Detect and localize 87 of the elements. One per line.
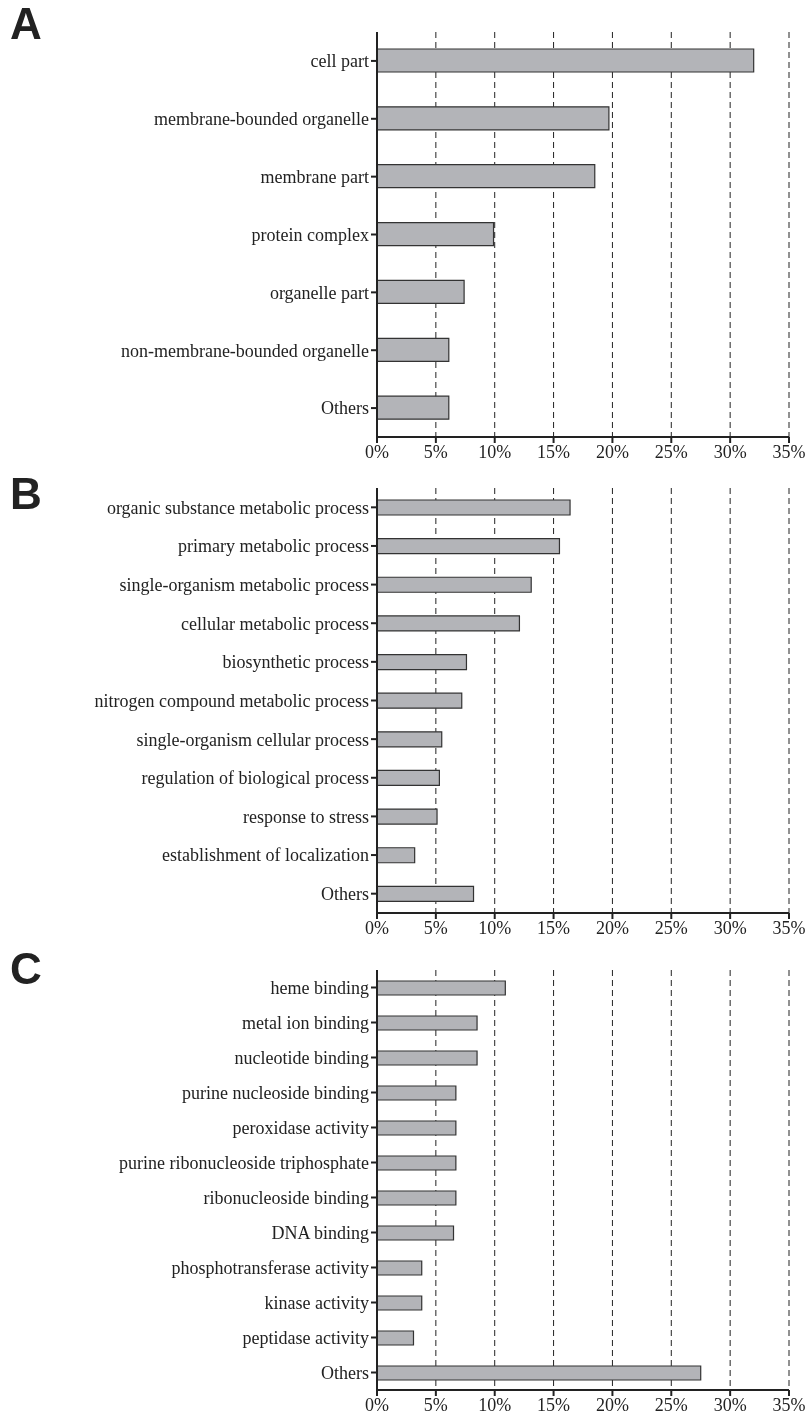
x-tick-label: 15%: [537, 1394, 571, 1415]
x-tick-label: 35%: [772, 441, 806, 462]
x-tick-label: 25%: [654, 1394, 688, 1415]
y-tick-label: single-organism cellular process: [136, 729, 369, 750]
y-tick-label: nucleotide binding: [234, 1047, 369, 1068]
y-tick-label: establishment of localization: [162, 845, 369, 866]
y-tick-label: Others: [321, 398, 369, 419]
bar: [377, 1295, 423, 1311]
x-tick-label: 5%: [423, 441, 448, 462]
y-tick-label: DNA binding: [271, 1222, 369, 1243]
y-tick-label: peroxidase activity: [232, 1117, 369, 1138]
bar: [377, 48, 755, 73]
bar: [377, 337, 450, 362]
x-tick-label: 35%: [772, 1394, 806, 1415]
bar: [377, 106, 610, 131]
x-tick-label: 30%: [713, 441, 747, 462]
bar: [377, 1120, 457, 1136]
x-tick-label: 20%: [595, 441, 629, 462]
x-tick-label: 15%: [537, 441, 571, 462]
x-tick-label: 5%: [423, 917, 448, 938]
bar: [377, 1260, 423, 1276]
y-tick-label: organelle part: [269, 282, 369, 303]
y-tick-label: purine ribonucleoside triphosphate: [119, 1152, 370, 1173]
x-tick-label: 15%: [537, 917, 571, 938]
bar: [377, 1190, 457, 1206]
y-tick-label: membrane-bounded organelle: [153, 109, 369, 130]
bar: [377, 538, 561, 555]
x-tick-label: 30%: [713, 917, 747, 938]
bar: [377, 615, 521, 632]
bar: [377, 885, 475, 902]
y-tick-label: cell part: [310, 51, 369, 72]
bar: [377, 731, 443, 748]
x-tick-label: 0%: [365, 917, 389, 938]
y-tick-label: response to stress: [243, 806, 369, 827]
y-tick-label: biosynthetic process: [222, 652, 369, 673]
x-tick-label: 0%: [365, 1394, 389, 1415]
x-tick-label: 20%: [595, 1394, 629, 1415]
bar: [377, 692, 463, 709]
y-tick-label: non-membrane-bounded organelle: [120, 340, 369, 361]
y-tick-label: kinase activity: [264, 1292, 369, 1313]
bar: [377, 980, 506, 996]
bar: [377, 1015, 478, 1031]
x-tick-label: 10%: [478, 441, 512, 462]
x-tick-label: 35%: [772, 917, 806, 938]
chart-title: C: [10, 944, 42, 993]
bar: [377, 279, 465, 305]
chart-title: B: [10, 469, 42, 518]
bar: [377, 499, 571, 516]
bar: [377, 1155, 457, 1171]
y-tick-label: heme binding: [270, 977, 369, 998]
x-tick-label: 5%: [423, 1394, 448, 1415]
y-tick-label: metal ion binding: [242, 1012, 369, 1033]
bar: [377, 1085, 457, 1101]
y-tick-label: membrane part: [260, 167, 369, 188]
bar: [377, 164, 596, 189]
bar: [377, 576, 532, 593]
x-tick-label: 30%: [713, 1394, 747, 1415]
x-tick-label: 0%: [365, 441, 389, 462]
bar: [377, 808, 438, 825]
y-tick-label: nitrogen compound metabolic process: [94, 690, 369, 711]
x-tick-label: 10%: [478, 1394, 512, 1415]
bar: [377, 1330, 415, 1346]
y-tick-label: phosphotransferase activity: [171, 1257, 369, 1278]
y-tick-label: cellular metabolic process: [181, 613, 369, 634]
bar: [377, 221, 495, 247]
bar: [377, 653, 468, 671]
y-tick-label: organic substance metabolic process: [106, 497, 369, 518]
bar: [377, 395, 450, 420]
bar: [377, 1225, 455, 1241]
y-tick-label: Others: [321, 884, 369, 905]
bar: [377, 1050, 478, 1066]
y-tick-label: protein complex: [251, 224, 369, 245]
y-tick-label: purine nucleoside binding: [182, 1082, 369, 1103]
bar: [377, 769, 440, 787]
y-tick-label: ribonucleoside binding: [203, 1187, 369, 1208]
y-tick-label: peptidase activity: [242, 1327, 369, 1348]
y-tick-label: Others: [321, 1362, 369, 1383]
y-tick-label: regulation of biological process: [141, 768, 369, 789]
x-tick-label: 25%: [654, 441, 688, 462]
bar: [377, 847, 416, 864]
bar: [377, 1365, 702, 1381]
x-tick-label: 10%: [478, 917, 512, 938]
x-tick-label: 25%: [654, 917, 688, 938]
x-tick-label: 20%: [595, 917, 629, 938]
y-tick-label: primary metabolic process: [178, 536, 369, 557]
y-tick-label: single-organism metabolic process: [119, 574, 369, 595]
chart-title: A: [10, 0, 42, 48]
